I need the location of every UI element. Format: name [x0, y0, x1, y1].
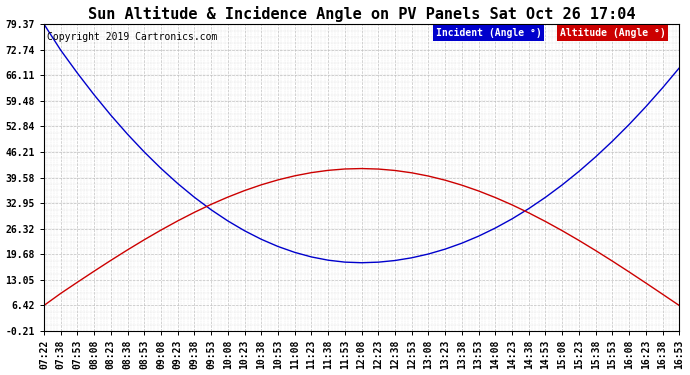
- Text: Copyright 2019 Cartronics.com: Copyright 2019 Cartronics.com: [47, 32, 217, 42]
- Text: Incident (Angle °): Incident (Angle °): [436, 28, 542, 38]
- Text: Altitude (Angle °): Altitude (Angle °): [560, 28, 666, 38]
- Title: Sun Altitude & Incidence Angle on PV Panels Sat Oct 26 17:04: Sun Altitude & Incidence Angle on PV Pan…: [88, 6, 635, 21]
